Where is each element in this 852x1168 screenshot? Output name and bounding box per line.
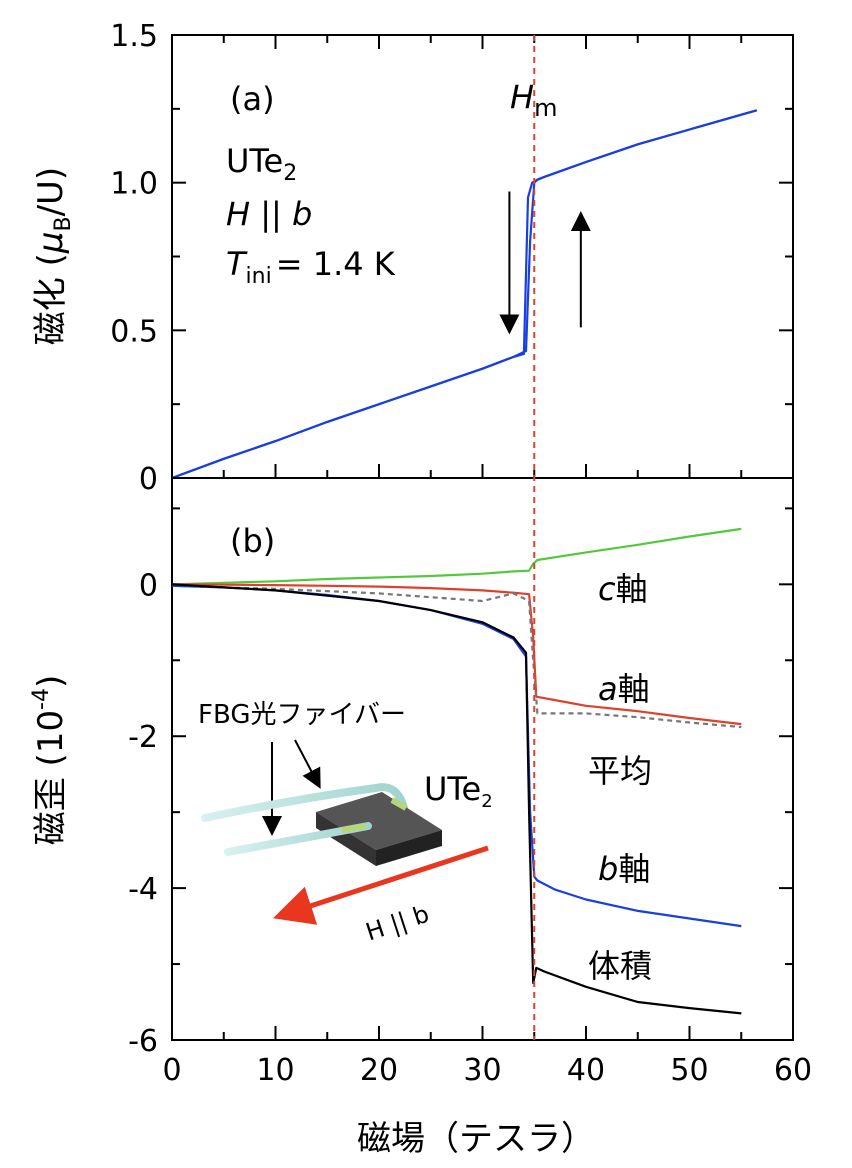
fbg-inset: FBG光ファイバー UTe2 H || b (198, 700, 493, 946)
temperature-annotation: Tini = 1.4 K (226, 245, 396, 289)
panel-b-label: (b) (230, 522, 275, 560)
series-label-c-axis: c軸 (598, 570, 648, 608)
series-label-average: 平均 (588, 752, 652, 790)
field-arrow (272, 845, 489, 925)
series-line-b1 (171, 583, 742, 726)
a-ytick-label: 1.5 (110, 19, 158, 54)
compound-annotation: UTe2 (226, 142, 297, 186)
b-ytick-label: -2 (128, 720, 158, 755)
fiber-grating-1 (341, 823, 367, 833)
x-axis-label: 磁場（テスラ） (357, 1119, 595, 1159)
a-ytick-label: 0 (139, 462, 158, 497)
b-xtick-label: 10 (256, 1053, 294, 1088)
optical-fiber-1 (201, 783, 408, 822)
panel-a-arrows (499, 191, 591, 335)
series-line-b0 (171, 527, 742, 586)
panel-b-series (171, 527, 742, 1015)
panel-b-tick-labels: -6 -4 -2 0 0 10 20 30 40 50 60 (128, 568, 812, 1088)
hm-label: Hm (510, 78, 557, 122)
b-ytick-label: -4 (128, 872, 158, 907)
b-xtick-label: 40 (567, 1053, 605, 1088)
b-xtick-label: 0 (162, 1053, 181, 1088)
panel-a: 0 0.5 1.0 1.5 (a) UTe2 H || b Tini = 1.4 K H… (31, 19, 794, 497)
b-ytick-label: 0 (139, 568, 158, 603)
series-label-b-axis: b軸 (598, 850, 650, 888)
b-xtick-label: 50 (670, 1053, 708, 1088)
b-xtick-label: 20 (360, 1053, 398, 1088)
panel-a-tick-labels: 0 0.5 1.0 1.5 (110, 19, 158, 497)
sample-block-top (316, 792, 442, 850)
sample-block-right (376, 830, 442, 866)
a-ytick-label: 1.0 (110, 167, 158, 202)
series-label-volume: 体積 (588, 947, 652, 985)
series-line-b2 (171, 584, 742, 729)
panel-b-frame (171, 477, 794, 1041)
panel-a-series (171, 109, 758, 480)
panel-a-label: (a) (230, 80, 275, 118)
b-ytick-label: -6 (128, 1024, 158, 1059)
fiber-label: FBG光ファイバー (198, 700, 406, 730)
fiber-arrow-2 (294, 739, 321, 789)
field-direction-annotation: H || b (226, 195, 312, 233)
panel-b-ylabel: 磁歪 (10-4) (29, 675, 71, 846)
panel-a-ylabel: 磁化 (μB/U) (31, 167, 76, 345)
series-line-b4 (171, 583, 742, 1015)
sample-block-left (316, 812, 376, 866)
a-ytick-label: 0.5 (110, 314, 158, 349)
panel-a-ticks (171, 34, 794, 479)
b-xtick-label: 60 (774, 1053, 812, 1088)
series-line-b3 (171, 584, 742, 928)
b-xtick-label: 30 (463, 1053, 501, 1088)
series-line-a1 (171, 109, 758, 480)
field-arrow-label: H || b (362, 900, 432, 947)
fiber-grating-2 (390, 797, 408, 811)
panel-b: -6-4-200 10 20 30 40 50 60 (b) c軸 a軸 平均 b軸 体積 … (29, 477, 812, 1159)
sample-label: UTe2 (424, 770, 493, 812)
series-label-a-axis: a軸 (598, 670, 650, 708)
